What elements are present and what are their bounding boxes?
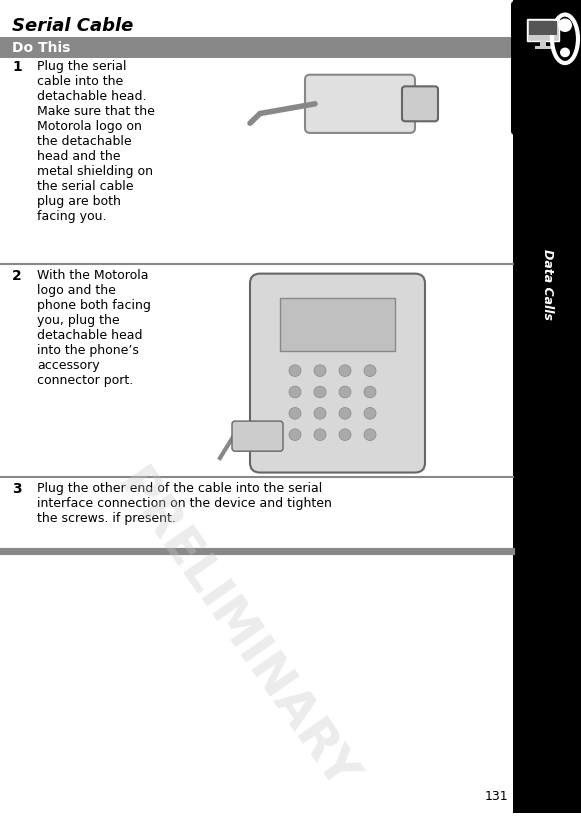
Text: Serial Cable: Serial Cable: [12, 18, 134, 35]
Circle shape: [314, 386, 326, 398]
Bar: [540, 41, 546, 45]
Text: With the Motorola
logo and the
phone both facing
you, plug the
detachable head
i: With the Motorola logo and the phone bot…: [37, 269, 151, 387]
Circle shape: [289, 365, 301, 376]
FancyBboxPatch shape: [250, 274, 425, 473]
Circle shape: [364, 386, 376, 398]
Text: Plug the serial
cable into the
detachable head.
Make sure that the
Motorola logo: Plug the serial cable into the detachabl…: [37, 60, 155, 223]
Circle shape: [558, 18, 572, 32]
FancyBboxPatch shape: [402, 86, 438, 122]
Circle shape: [289, 429, 301, 441]
Bar: [527, 19, 559, 41]
Circle shape: [364, 407, 376, 419]
Circle shape: [314, 429, 326, 441]
Circle shape: [339, 407, 351, 419]
Text: 1: 1: [12, 60, 21, 74]
Circle shape: [339, 365, 351, 376]
FancyBboxPatch shape: [511, 1, 579, 135]
Circle shape: [364, 429, 376, 441]
Circle shape: [289, 407, 301, 419]
Bar: [535, 45, 551, 49]
Text: PRELIMINARY: PRELIMINARY: [107, 461, 365, 800]
Bar: [0, 37, 511, 58]
Text: 2: 2: [12, 269, 21, 282]
Text: 131: 131: [485, 790, 508, 804]
Bar: [280, 297, 395, 351]
Text: Data Calls: Data Calls: [540, 249, 554, 320]
Text: Do This: Do This: [12, 40, 70, 54]
FancyBboxPatch shape: [305, 75, 415, 133]
Text: Plug the other end of the cable into the serial
interface connection on the devi: Plug the other end of the cable into the…: [37, 482, 332, 525]
Circle shape: [364, 365, 376, 376]
Circle shape: [339, 386, 351, 398]
Circle shape: [560, 48, 570, 57]
Circle shape: [314, 365, 326, 376]
FancyBboxPatch shape: [232, 422, 283, 451]
Text: 3: 3: [12, 482, 21, 496]
Circle shape: [314, 407, 326, 419]
Bar: [513, 0, 581, 813]
Circle shape: [289, 386, 301, 398]
Circle shape: [339, 429, 351, 441]
Bar: [529, 21, 557, 35]
